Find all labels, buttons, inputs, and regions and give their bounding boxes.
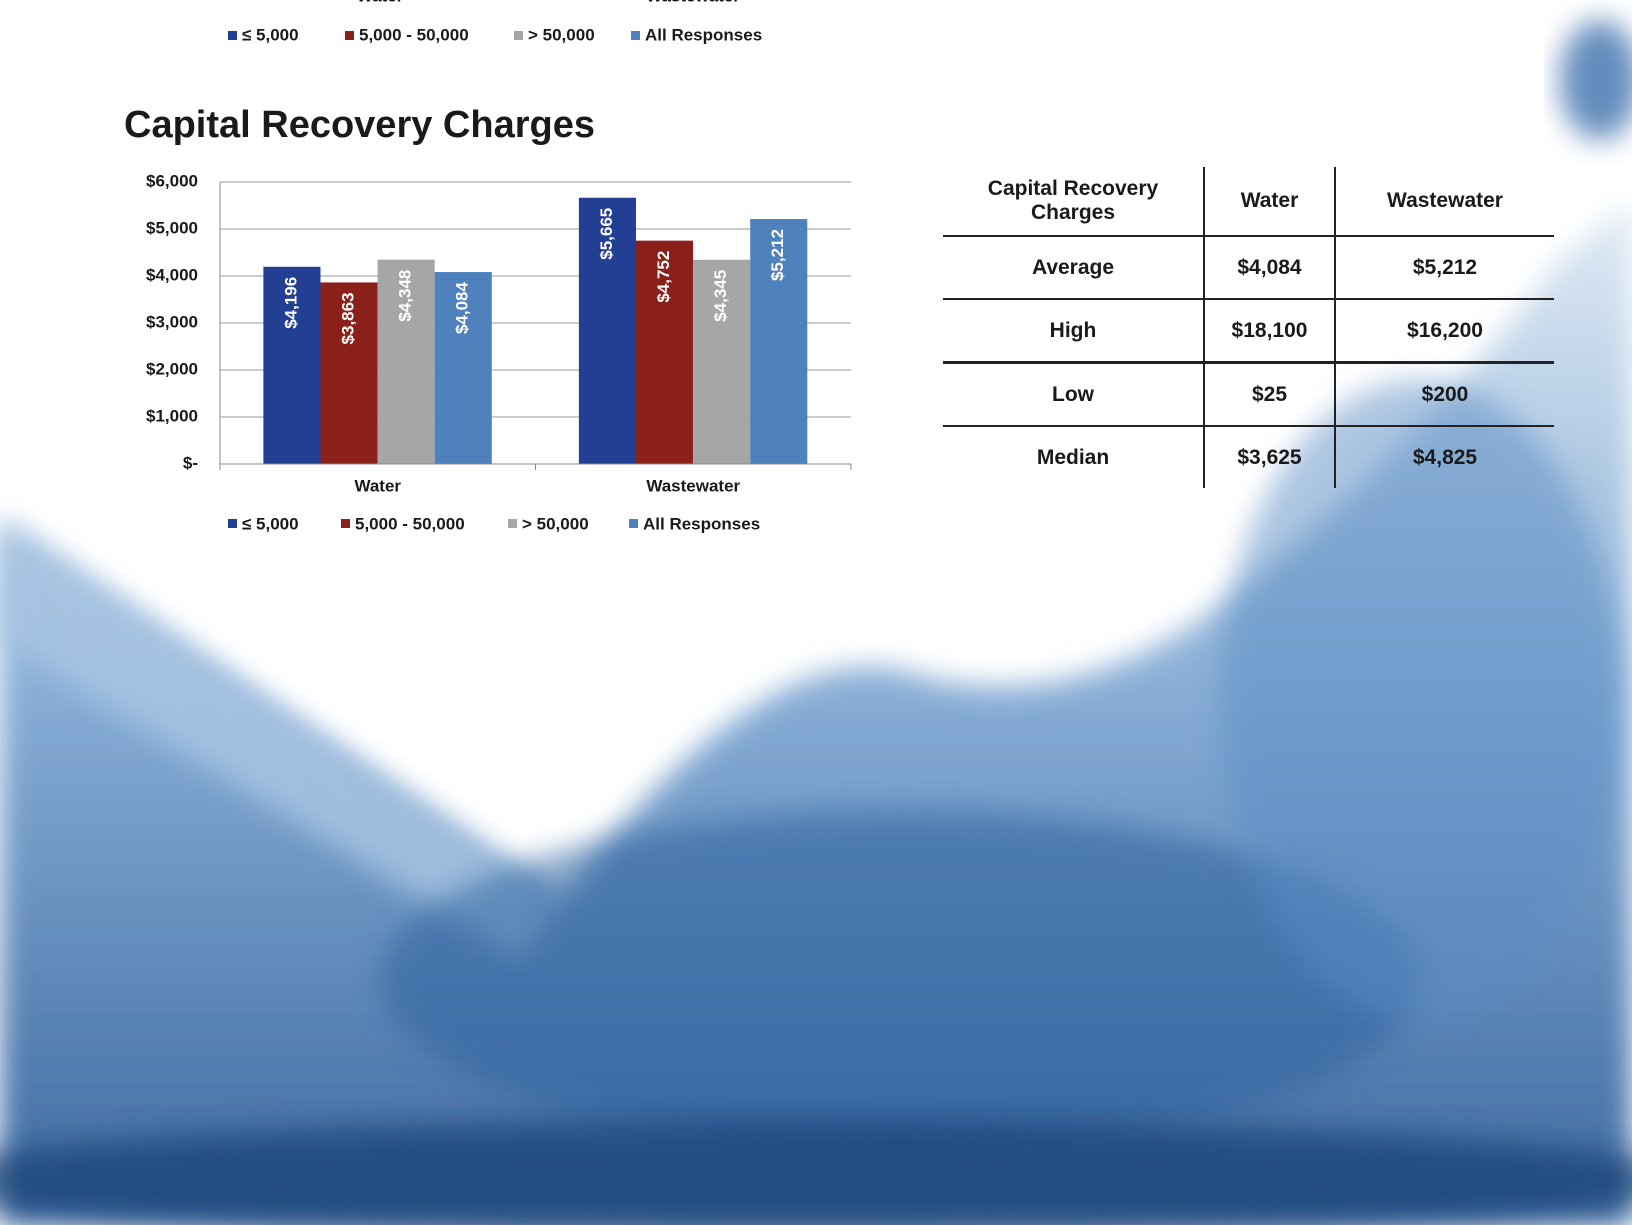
bar [263, 266, 321, 464]
legend-label: 5,000 - 50,000 [359, 25, 469, 44]
legend-swatch [514, 31, 523, 40]
y-tick-label: $- [183, 453, 198, 472]
legend-swatch [631, 31, 640, 40]
y-tick-label: $3,000 [146, 312, 198, 331]
bar [578, 197, 636, 464]
table-cell: $4,825 [1412, 445, 1478, 469]
legend-label: All Responses [645, 25, 762, 44]
table-cell: $3,625 [1203, 427, 1336, 488]
legend-label: > 50,000 [528, 25, 595, 44]
table-row: Average $4,084 $5,212 [943, 237, 1554, 300]
legend-label: ≤ 5,000 [242, 25, 299, 44]
table-header-row: Capital Recovery Charges Water Wastewater [943, 167, 1554, 237]
legend-swatch [228, 519, 237, 528]
table-row: Low $25 $200 [943, 364, 1554, 427]
bar [693, 259, 751, 464]
bar-value-label: $4,752 [654, 251, 673, 303]
table-cell: $5,212 [1412, 255, 1478, 279]
x-tick-label: Wastewater [646, 476, 740, 495]
data-table: Capital Recovery Charges Water Wastewater A… [943, 167, 1554, 488]
y-tick-label: $4,000 [146, 265, 198, 284]
table-cell: Low [1052, 382, 1094, 406]
table-cell: $18,100 [1203, 300, 1336, 361]
table-cell: $4,084 [1203, 237, 1336, 298]
legend-swatch [341, 519, 350, 528]
bar-value-label: $4,345 [711, 270, 730, 322]
x-tick-label: Water [354, 476, 401, 495]
header-cell: Capital Recovery Charges [987, 177, 1159, 224]
bar-value-label: $4,084 [453, 282, 472, 335]
water-background [0, 20, 1632, 1225]
y-tick-label: $2,000 [146, 359, 198, 378]
bar [377, 259, 435, 464]
legend-swatch [508, 519, 517, 528]
header-cell: Water [1203, 167, 1336, 235]
y-tick-label: $6,000 [146, 171, 198, 190]
bar-value-label: $3,863 [339, 292, 358, 344]
legend-label: ≤ 5,000 [242, 514, 299, 533]
table-row: High $18,100 $16,200 [943, 300, 1554, 364]
bar-value-label: $5,665 [597, 208, 616, 260]
fragment-category: Wastewater [646, 0, 740, 5]
bar [434, 272, 492, 464]
table-row: Median $3,625 $4,825 [943, 427, 1554, 488]
header-cell: Wastewater [1387, 189, 1503, 212]
legend-swatch [228, 31, 237, 40]
legend-swatch [629, 519, 638, 528]
bar [750, 219, 808, 464]
table-cell: High [1049, 318, 1097, 342]
chart-title: Capital Recovery Charges [124, 104, 595, 146]
bar [635, 240, 694, 464]
bar-value-label: $5,212 [768, 229, 787, 281]
legend-label: All Responses [643, 514, 760, 533]
table-cell: Average [1031, 255, 1115, 279]
fragment-category: Water [357, 0, 404, 5]
bar-value-label: $4,348 [396, 270, 415, 322]
legend-label: 5,000 - 50,000 [355, 514, 465, 533]
y-tick-label: $5,000 [146, 218, 198, 237]
table-cell: Median [1036, 445, 1110, 469]
legend-label: > 50,000 [522, 514, 589, 533]
y-tick-label: $1,000 [146, 406, 198, 425]
legend-swatch [345, 31, 354, 40]
bar [320, 282, 378, 464]
table-cell: $16,200 [1407, 318, 1483, 342]
bar-value-label: $4,196 [281, 277, 300, 329]
table-cell: $25 [1203, 364, 1336, 425]
table-cell: $200 [1421, 382, 1469, 406]
